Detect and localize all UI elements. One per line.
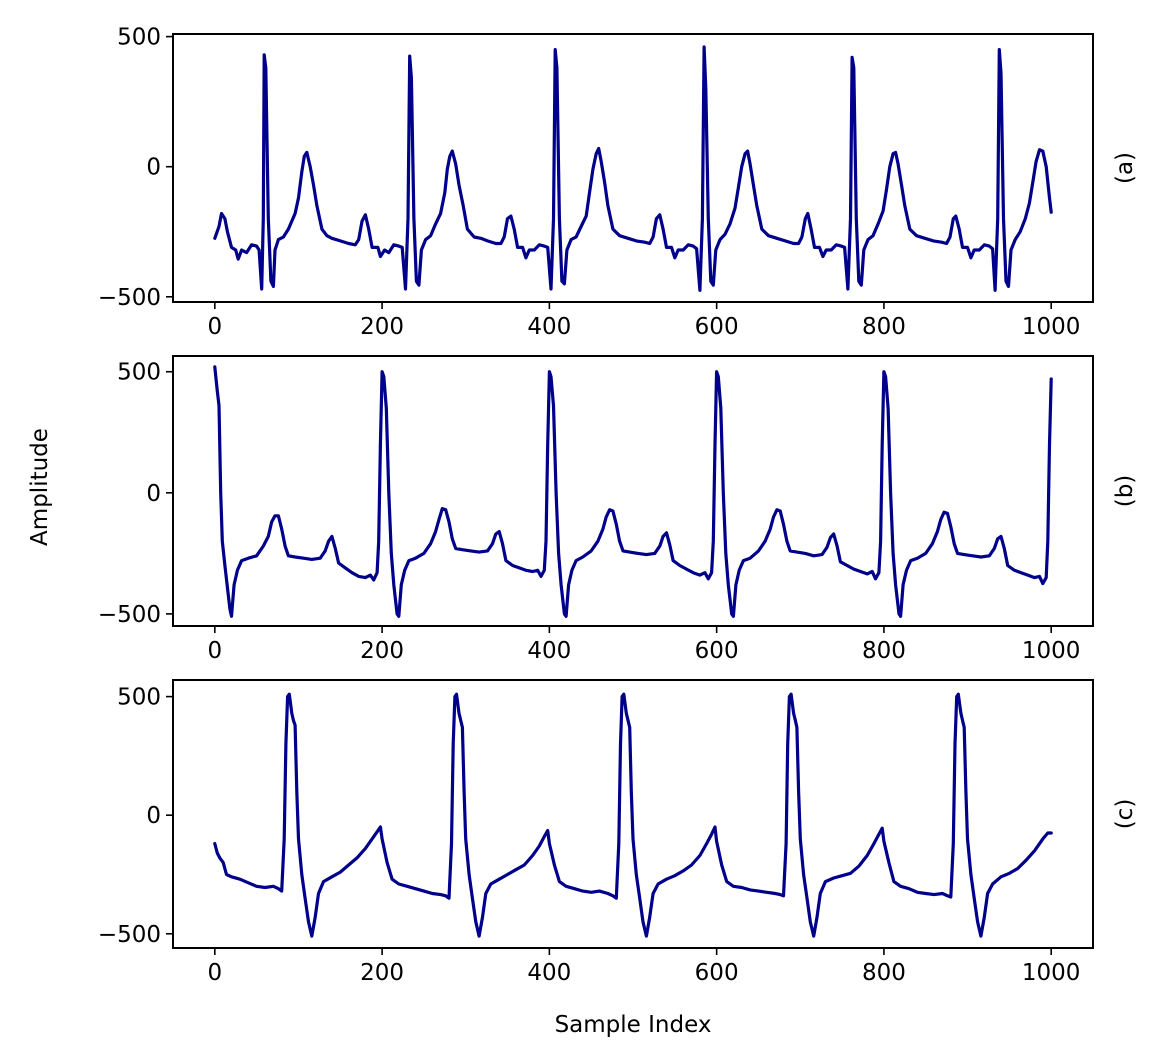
- y-tick-label: 0: [146, 803, 161, 829]
- x-tick-label: 800: [862, 638, 906, 664]
- x-tick-label: 0: [207, 638, 222, 664]
- panel-label: (a): [1112, 152, 1138, 184]
- x-tick-label: 1000: [1022, 960, 1081, 986]
- x-tick-label: 400: [527, 314, 571, 340]
- y-tick-label: −500: [98, 602, 161, 628]
- x-tick-label: 200: [360, 314, 404, 340]
- panel-label: (c): [1112, 799, 1138, 830]
- x-tick-label: 800: [862, 960, 906, 986]
- x-tick-label: 1000: [1022, 314, 1081, 340]
- y-tick-label: 0: [146, 155, 161, 181]
- axes-frame: [172, 355, 1094, 627]
- series-line-0-0: [213, 45, 1053, 292]
- panel-label: (b): [1112, 475, 1138, 508]
- x-tick-label: 200: [360, 638, 404, 664]
- x-tick-label: 200: [360, 960, 404, 986]
- x-tick-label: 0: [207, 960, 222, 986]
- y-tick-label: −500: [98, 922, 161, 948]
- x-tick-label: 600: [695, 314, 739, 340]
- series-line-1-0: [213, 365, 1053, 618]
- x-tick-label: 800: [862, 314, 906, 340]
- y-tick-label: 500: [117, 25, 161, 51]
- y-tick-label: 0: [146, 481, 161, 507]
- axes-frame: [172, 679, 1094, 949]
- y-axis-title: Amplitude: [27, 428, 53, 546]
- axes-frame: [172, 33, 1094, 303]
- x-tick-label: 400: [527, 638, 571, 664]
- y-tick-label: 500: [117, 685, 161, 711]
- x-tick-label: 400: [527, 960, 571, 986]
- x-tick-label: 600: [695, 638, 739, 664]
- y-tick-label: 500: [117, 360, 161, 386]
- x-tick-label: 600: [695, 960, 739, 986]
- panel-2: 0 200 400 600 800 1000 −500 0 500 (c): [98, 679, 1138, 986]
- series-line-2-0: [213, 692, 1053, 938]
- x-tick-label: 1000: [1022, 638, 1081, 664]
- y-tick-label: −500: [98, 285, 161, 311]
- x-axis-title: Sample Index: [555, 1012, 712, 1038]
- panel-0: 0 200 400 600 800 1000 −500 0 500 (a): [98, 25, 1138, 340]
- panel-1: 0 200 400 600 800 1000 −500 0 500 (b): [98, 355, 1138, 664]
- x-tick-label: 0: [207, 314, 222, 340]
